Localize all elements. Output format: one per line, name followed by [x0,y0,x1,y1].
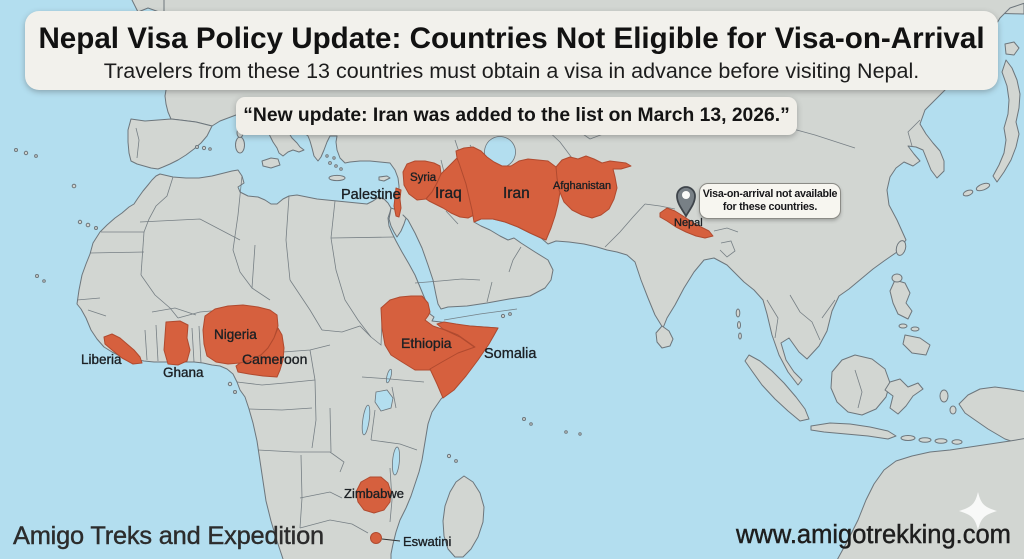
svg-text:Ghana: Ghana [163,365,204,380]
svg-text:Somalia: Somalia [484,346,537,362]
svg-text:Zimbabwe: Zimbabwe [344,486,404,501]
svg-text:Liberia: Liberia [81,352,122,367]
svg-text:Ethiopia: Ethiopia [401,335,452,351]
svg-text:Cameroon: Cameroon [242,351,307,367]
svg-text:Syria: Syria [410,172,437,184]
svg-text:Afghanistan: Afghanistan [553,180,611,192]
svg-text:Nepal: Nepal [674,217,703,229]
svg-text:Eswatini: Eswatini [403,534,452,549]
svg-text:Nigeria: Nigeria [214,327,257,342]
svg-text:Iraq: Iraq [435,185,462,202]
svg-text:Iran: Iran [503,185,530,202]
svg-text:Palestine: Palestine [341,187,401,203]
